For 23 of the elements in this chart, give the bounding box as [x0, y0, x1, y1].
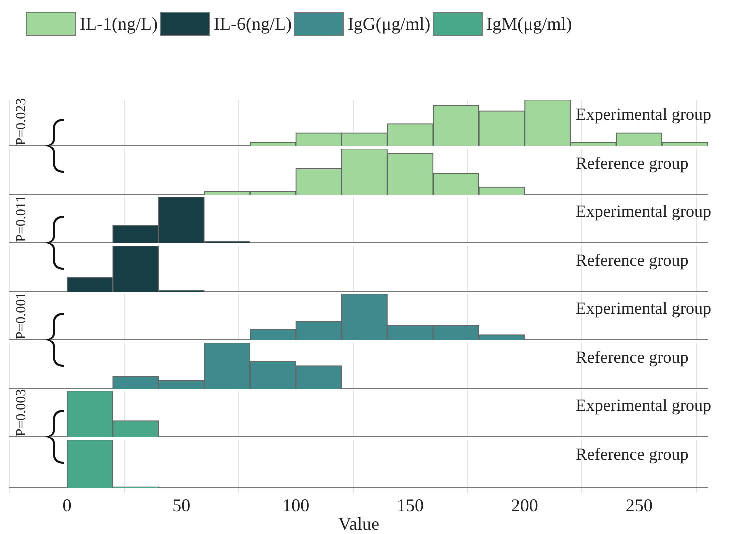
annotation: Experimental group — [576, 396, 712, 416]
y-axis-title: P=0.011 — [14, 196, 30, 243]
annotation: Reference group — [576, 444, 689, 464]
annotation: Reference group — [576, 348, 689, 368]
x-tick-label: 100 — [282, 495, 310, 516]
legend-label: IL-1(ng/L) — [80, 14, 158, 34]
x-tick-label: 150 — [396, 495, 424, 516]
annotation: Experimental group — [576, 202, 712, 222]
x-tick-label: 250 — [626, 495, 653, 516]
annotation: Reference group — [576, 154, 689, 174]
x-tick-label: 0 — [62, 495, 72, 516]
annotation: Experimental group — [576, 299, 712, 319]
y-axis-title: P=0.023 — [14, 98, 30, 146]
annotation: Experimental group — [576, 105, 712, 125]
legend-label: IL-6(ng/L) — [214, 14, 292, 34]
y-axis-title: P=0.001 — [14, 292, 30, 340]
legend-label: IgM(μg/ml) — [486, 14, 572, 34]
annotation: Reference group — [576, 250, 689, 270]
y-axis-title: P=0.003 — [14, 390, 30, 437]
x-axis-title: Value — [338, 513, 380, 534]
x-tick-label: 50 — [172, 495, 191, 516]
legend-label: IgG(μg/ml) — [348, 14, 431, 34]
x-tick-label: 200 — [511, 495, 538, 516]
